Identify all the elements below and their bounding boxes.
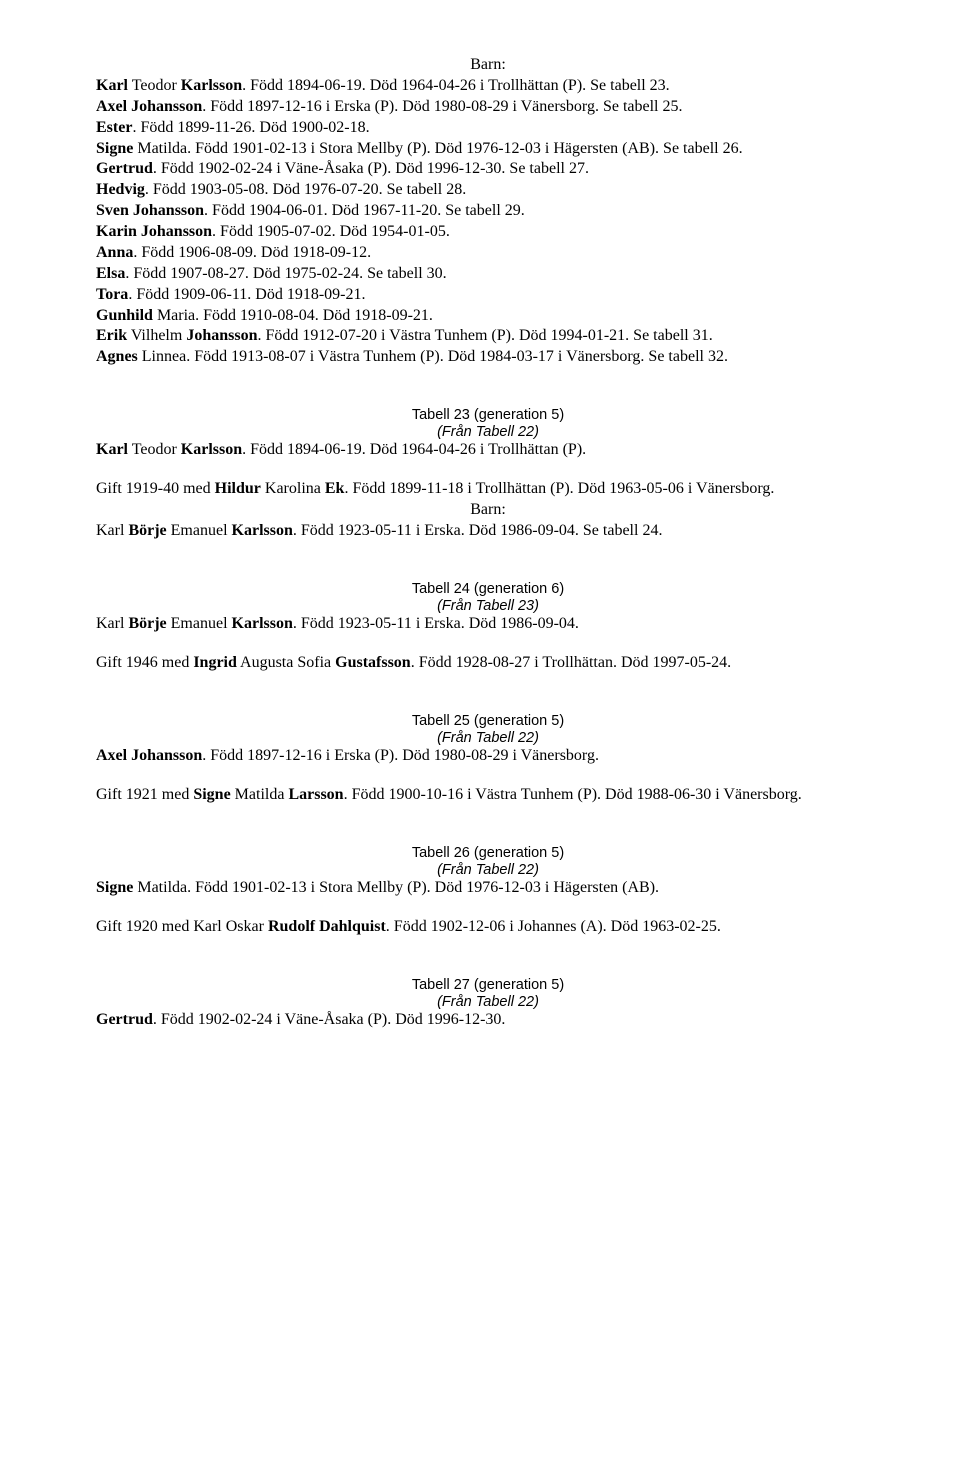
child-entry: Ester. Född 1899-11-26. Död 1900-02-18. — [96, 119, 880, 138]
child-entry: Sven Johansson. Född 1904-06-01. Död 196… — [96, 202, 880, 221]
section-gift: Gift 1920 med Karl Oskar Rudolf Dahlquis… — [96, 918, 880, 937]
section-from: (Från Tabell 22) — [96, 730, 880, 747]
section-from: (Från Tabell 22) — [96, 424, 880, 441]
barn-label-top: Barn: — [96, 56, 880, 75]
sections-container: Tabell 23 (generation 5)(Från Tabell 22)… — [96, 369, 880, 1030]
section-from: (Från Tabell 23) — [96, 598, 880, 615]
section-title: Tabell 24 (generation 6) — [96, 581, 880, 598]
section-gift: Gift 1919-40 med Hildur Karolina Ek. Föd… — [96, 480, 880, 499]
child-entry: Tora. Född 1909-06-11. Död 1918-09-21. — [96, 286, 880, 305]
child-entry: Karin Johansson. Född 1905-07-02. Död 19… — [96, 223, 880, 242]
section-gift: Gift 1921 med Signe Matilda Larsson. Föd… — [96, 786, 880, 805]
child-entry: Agnes Linnea. Född 1913-08-07 i Västra T… — [96, 348, 880, 367]
section-title: Tabell 25 (generation 5) — [96, 713, 880, 730]
child-entry: Gunhild Maria. Född 1910-08-04. Död 1918… — [96, 307, 880, 326]
section-title: Tabell 23 (generation 5) — [96, 407, 880, 424]
child-entry: Elsa. Född 1907-08-27. Död 1975-02-24. S… — [96, 265, 880, 284]
section-from: (Från Tabell 22) — [96, 862, 880, 879]
child-entry: Signe Matilda. Född 1901-02-13 i Stora M… — [96, 140, 880, 159]
section-subject: Axel Johansson. Född 1897-12-16 i Erska … — [96, 747, 880, 766]
section-from: (Från Tabell 22) — [96, 994, 880, 1011]
section-subject: Karl Teodor Karlsson. Född 1894-06-19. D… — [96, 441, 880, 460]
section-subject: Gertrud. Född 1902-02-24 i Väne-Åsaka (P… — [96, 1011, 880, 1030]
barn-label: Barn: — [96, 501, 880, 520]
section-subject: Karl Börje Emanuel Karlsson. Född 1923-0… — [96, 615, 880, 634]
child-entry: Karl Börje Emanuel Karlsson. Född 1923-0… — [96, 522, 880, 541]
child-entry: Karl Teodor Karlsson. Född 1894-06-19. D… — [96, 77, 880, 96]
child-entry: Axel Johansson. Född 1897-12-16 i Erska … — [96, 98, 880, 117]
child-entry: Anna. Född 1906-08-09. Död 1918-09-12. — [96, 244, 880, 263]
section-title: Tabell 26 (generation 5) — [96, 845, 880, 862]
child-entry: Gertrud. Född 1902-02-24 i Väne-Åsaka (P… — [96, 160, 880, 179]
child-entry: Erik Vilhelm Johansson. Född 1912-07-20 … — [96, 327, 880, 346]
section-subject: Signe Matilda. Född 1901-02-13 i Stora M… — [96, 879, 880, 898]
section-title: Tabell 27 (generation 5) — [96, 977, 880, 994]
top-children-list: Karl Teodor Karlsson. Född 1894-06-19. D… — [96, 77, 880, 367]
section-gift: Gift 1946 med Ingrid Augusta Sofia Gusta… — [96, 654, 880, 673]
child-entry: Hedvig. Född 1903-05-08. Död 1976-07-20.… — [96, 181, 880, 200]
